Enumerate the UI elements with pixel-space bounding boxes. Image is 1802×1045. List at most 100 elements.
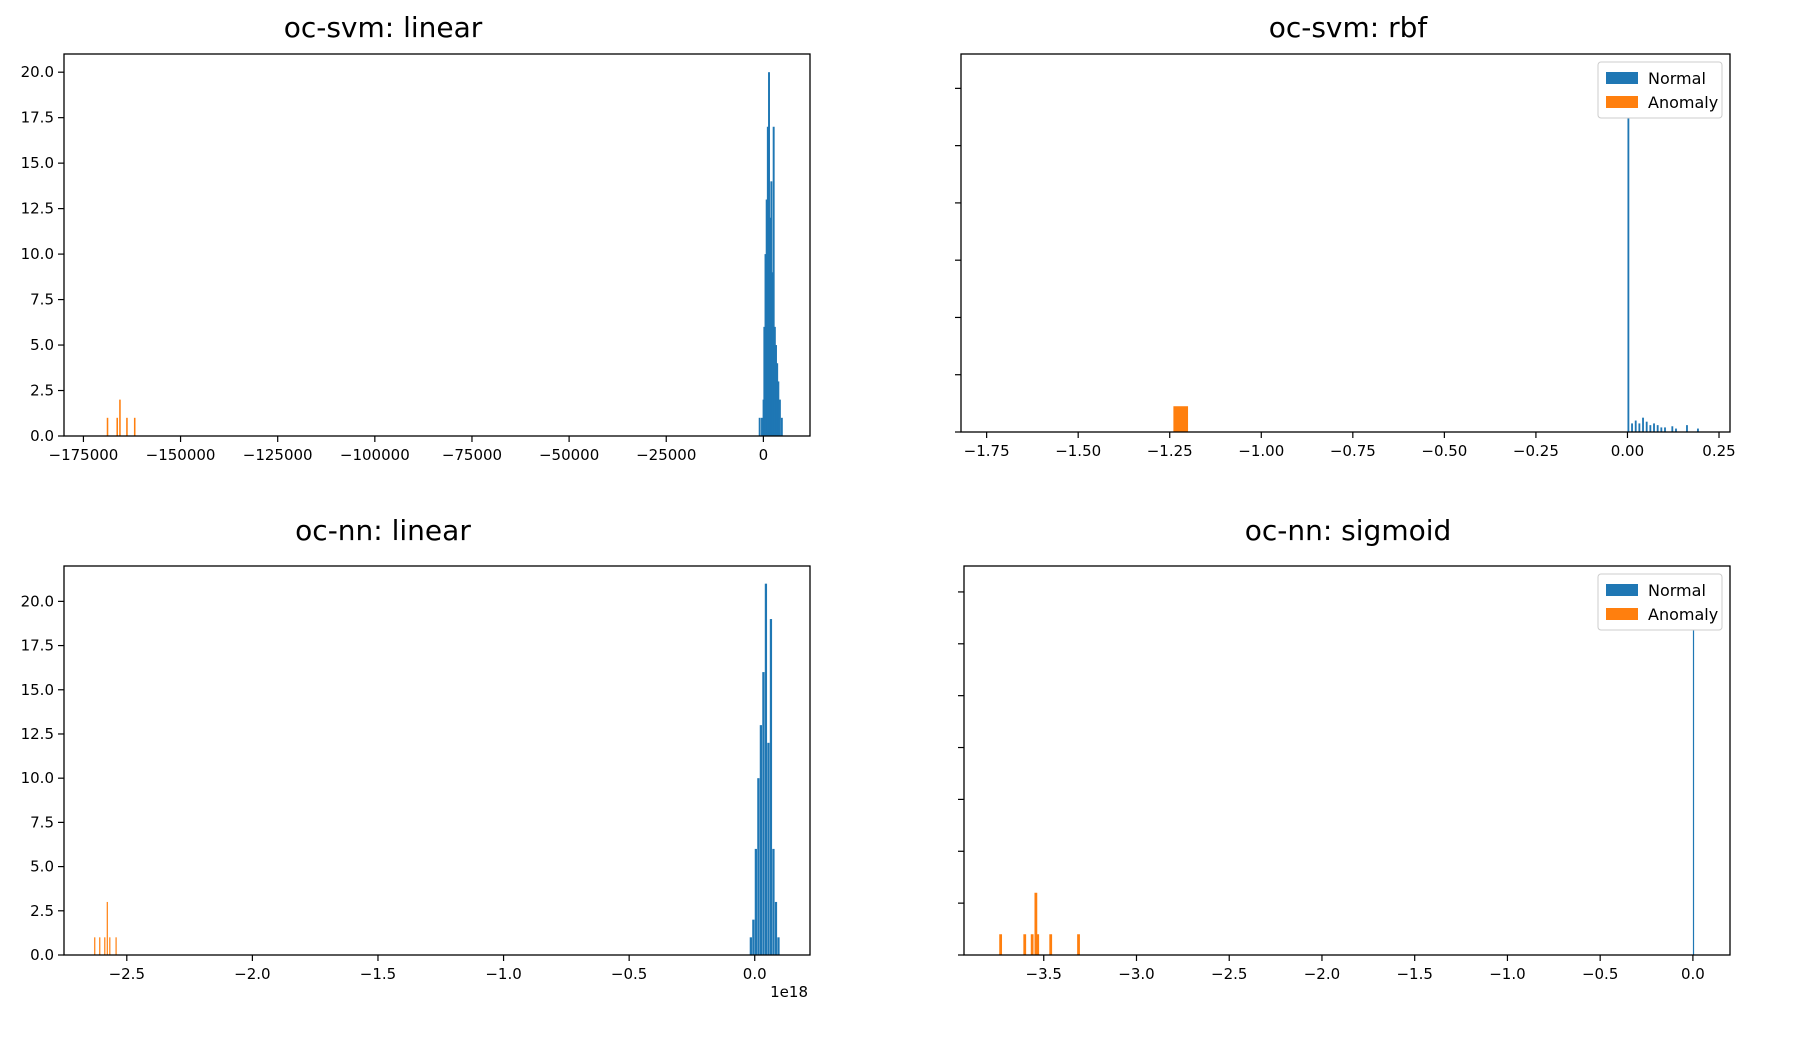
legend-swatch-normal xyxy=(1606,72,1638,84)
anomaly-bar xyxy=(1030,934,1034,955)
y-tick-label: 15.0 xyxy=(21,154,54,172)
y-tick-label: 7.5 xyxy=(30,813,54,831)
y-tick-label: 7.5 xyxy=(30,291,54,309)
x-tick-label: 0.25 xyxy=(1702,442,1735,460)
normal-bar xyxy=(777,937,780,955)
anomaly-bar xyxy=(1023,934,1027,955)
anomaly-bar xyxy=(1034,892,1038,955)
x-tick-label: −3.0 xyxy=(1118,965,1154,983)
x-tick-label: 0.0 xyxy=(743,965,767,983)
normal-bar xyxy=(1686,425,1688,432)
x-tick-label: −2.0 xyxy=(234,965,270,983)
x-tick-label: −0.50 xyxy=(1421,442,1467,460)
subplot-title-2: oc-svm: rbf xyxy=(1269,11,1429,44)
normal-bar xyxy=(1697,428,1699,432)
y-tick-label: 5.0 xyxy=(30,858,54,876)
normal-bar xyxy=(1627,65,1630,432)
subplot-4: oc-nn: sigmoid −3.5 −3.0 −2.5 −2.0 −1.5 −1.0 −… xyxy=(958,514,1731,983)
x-offset-label: 1e18 xyxy=(770,983,808,1001)
subplot-title-1: oc-svm: linear xyxy=(284,11,483,44)
x-tick-label: −175000 xyxy=(49,446,119,464)
legend-swatch-normal xyxy=(1606,584,1638,596)
normal-bar xyxy=(769,217,772,436)
x-tick-label: −150000 xyxy=(146,446,216,464)
y-tick-label: 2.5 xyxy=(30,902,54,920)
y-tick-label: 5.0 xyxy=(30,336,54,354)
normal-bar xyxy=(764,583,768,955)
subplot-title-3: oc-nn: linear xyxy=(295,514,471,547)
x-tick-label: −3.5 xyxy=(1026,965,1062,983)
normal-bar xyxy=(757,778,760,955)
normal-bar xyxy=(776,363,779,436)
y-tick-label: 10.0 xyxy=(21,769,54,787)
x-tick-label: −2.0 xyxy=(1304,965,1340,983)
normal-bar xyxy=(1642,417,1644,432)
x-tick-label: −50000 xyxy=(539,446,599,464)
x-tick-label: −75000 xyxy=(442,446,502,464)
x-tick-label: −1.0 xyxy=(1489,965,1525,983)
normal-bar xyxy=(754,848,757,955)
normal-bar xyxy=(749,937,752,955)
legend-label-normal: Normal xyxy=(1648,69,1706,88)
normal-bar xyxy=(771,272,774,436)
subplot-1: oc-svm: linear −175000 −150000 −125000 −100… xyxy=(21,11,811,464)
subplot-2: oc-svm: rbf −1.75 −1.50 −1.25 −1.00 −0.75 −0.… xyxy=(955,11,1736,460)
legend: Normal Anomaly xyxy=(1597,573,1723,631)
anomaly-bar xyxy=(1173,406,1189,432)
axes-frame xyxy=(963,565,1731,956)
normal-bar xyxy=(1692,581,1695,955)
normal-bar xyxy=(772,126,775,436)
normal-bar xyxy=(1671,426,1674,432)
normal-bar xyxy=(764,254,767,436)
normal-bar xyxy=(1634,420,1637,432)
axes-frame xyxy=(63,53,811,437)
x-tick-label: 0.00 xyxy=(1611,442,1644,460)
x-tick-label: −25000 xyxy=(636,446,696,464)
y-tick-label: 15.0 xyxy=(21,681,54,699)
y-tick-label: 17.5 xyxy=(21,109,54,127)
legend-label-normal: Normal xyxy=(1648,581,1706,600)
normal-bar xyxy=(1675,428,1677,432)
x-tick-label: −0.25 xyxy=(1513,442,1559,460)
y-tick-label: 10.0 xyxy=(21,245,54,263)
normal-bar xyxy=(766,126,769,436)
x-tick-label: −1.75 xyxy=(964,442,1010,460)
anomaly-bar xyxy=(104,937,106,955)
x-tick-label: −0.75 xyxy=(1330,442,1376,460)
x-tick-label: −1.00 xyxy=(1238,442,1284,460)
anomaly-bar xyxy=(999,934,1003,955)
normal-bar xyxy=(762,672,765,955)
y-tick-label: 12.5 xyxy=(21,200,54,218)
y-tick-label: 17.5 xyxy=(21,637,54,655)
legend: Normal Anomaly xyxy=(1597,61,1723,119)
legend-swatch-anomaly xyxy=(1606,608,1638,620)
normal-bar xyxy=(758,417,761,436)
anomaly-bar xyxy=(119,399,121,436)
legend-label-anomaly: Anomaly xyxy=(1648,605,1718,624)
normal-bar xyxy=(768,72,770,436)
normal-bar xyxy=(1664,427,1666,432)
y-tick-label: 2.5 xyxy=(30,382,54,400)
y-tick-label: 0.0 xyxy=(30,427,54,445)
normal-bar xyxy=(1631,423,1633,432)
normal-bar xyxy=(1660,427,1663,432)
anomaly-bar xyxy=(1036,934,1040,955)
anomaly-bar xyxy=(115,937,117,955)
normal-bar xyxy=(773,326,776,436)
normal-bar xyxy=(770,181,773,436)
x-tick-label: −125000 xyxy=(243,446,313,464)
x-tick-label: −2.5 xyxy=(109,965,145,983)
subplot-3: oc-nn: linear −2.5 −2.0 −1.5 −1.0 −0.5 0.0 0.0… xyxy=(21,514,811,1001)
anomaly-bar xyxy=(1049,934,1053,955)
normal-bar xyxy=(777,381,780,436)
normal-bar xyxy=(765,199,768,436)
x-tick-label: −1.5 xyxy=(1396,965,1432,983)
x-tick-label: −1.25 xyxy=(1147,442,1193,460)
normal-bar xyxy=(780,417,783,436)
normal-bar xyxy=(763,326,766,436)
normal-bar xyxy=(761,417,763,436)
normal-bar xyxy=(775,345,777,436)
legend-label-anomaly: Anomaly xyxy=(1648,93,1718,112)
anomaly-bar xyxy=(94,937,96,955)
x-tick-label: −1.0 xyxy=(485,965,521,983)
